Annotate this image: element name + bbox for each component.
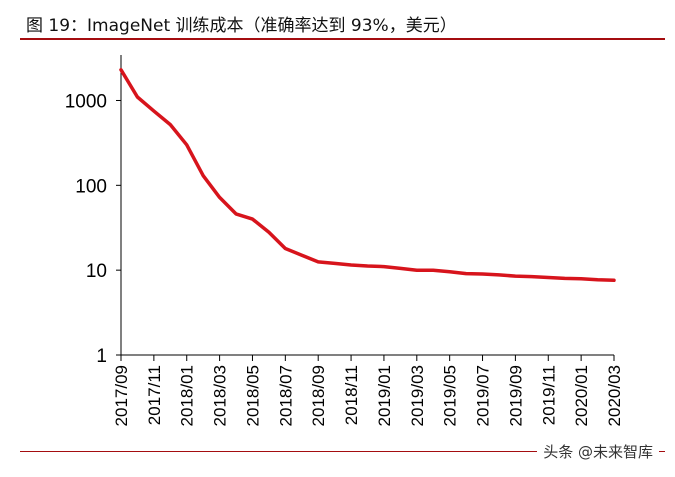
x-tick-label: 2019/11 bbox=[539, 365, 558, 425]
x-tick-label: 2018/09 bbox=[309, 365, 328, 426]
x-tick-label: 2018/11 bbox=[342, 365, 361, 425]
title-bar: 图 19：ImageNet 训练成本（准确率达到 93%，美元） bbox=[20, 8, 665, 40]
x-tick-label: 2018/05 bbox=[243, 365, 262, 426]
x-tick-label: 2019/05 bbox=[441, 365, 460, 426]
y-tick-label: 1000 bbox=[65, 91, 107, 112]
watermark-text: 头条 @未来智库 bbox=[537, 441, 659, 462]
series-line bbox=[119, 68, 616, 283]
y-tick-label: 10 bbox=[86, 261, 107, 282]
x-tick-label: 2017/11 bbox=[145, 365, 164, 425]
bottom-rule bbox=[20, 451, 665, 452]
x-tick-label: 2019/09 bbox=[506, 365, 525, 426]
x-tick-label: 2018/07 bbox=[276, 365, 295, 426]
x-tick-label: 2018/01 bbox=[178, 365, 197, 426]
x-tick-label: 2017/09 bbox=[112, 365, 131, 426]
chart-title: 图 19：ImageNet 训练成本（准确率达到 93%，美元） bbox=[26, 16, 457, 36]
x-tick-label: 2019/01 bbox=[375, 365, 394, 426]
x-tick-label: 2019/07 bbox=[474, 365, 493, 426]
x-tick-label: 2018/03 bbox=[211, 365, 230, 426]
x-tick-label: 2019/03 bbox=[408, 365, 427, 426]
y-tick-label: 100 bbox=[75, 176, 107, 197]
x-tick-label: 2020/01 bbox=[572, 365, 591, 426]
y-tick-label: 1 bbox=[96, 346, 107, 367]
x-tick-label: 2020/03 bbox=[605, 365, 624, 426]
